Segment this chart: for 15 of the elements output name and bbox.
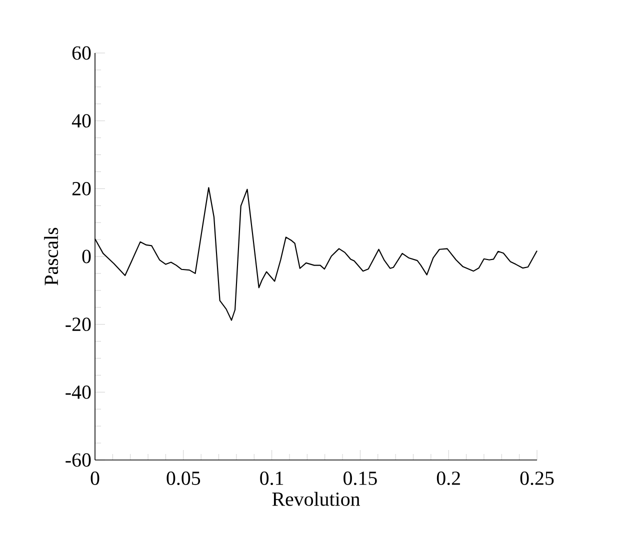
y-tick-label: 40 <box>72 114 91 128</box>
x-tick-label: 0.25 <box>520 472 554 486</box>
x-axis-title: Revolution <box>272 492 360 506</box>
x-tick-label: 0 <box>90 472 100 485</box>
x-tick-label: 0.1 <box>260 472 284 486</box>
y-tick-label: 0 <box>82 250 91 264</box>
x-tick-label: 0.2 <box>436 472 460 486</box>
y-tick-label: 60 <box>72 46 91 60</box>
y-tick-label: -20 <box>66 318 91 332</box>
x-tick-label: 0.15 <box>344 472 377 486</box>
y-axis-title: Pascals <box>44 228 58 286</box>
y-tick-label: -60 <box>66 453 91 467</box>
y-tick-label: 20 <box>72 182 91 196</box>
y-tick-label: -40 <box>66 385 91 399</box>
x-tick-label: 0.05 <box>166 472 200 486</box>
